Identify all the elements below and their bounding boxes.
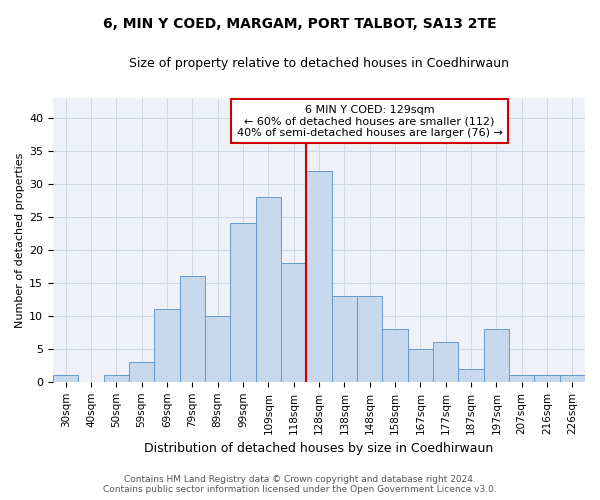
Bar xyxy=(179,276,205,382)
Text: 6 MIN Y COED: 129sqm
← 60% of detached houses are smaller (112)
40% of semi-deta: 6 MIN Y COED: 129sqm ← 60% of detached h… xyxy=(237,104,503,138)
X-axis label: Distribution of detached houses by size in Coedhirwaun: Distribution of detached houses by size … xyxy=(145,442,494,455)
Bar xyxy=(129,362,154,382)
Bar xyxy=(256,197,281,382)
Title: Size of property relative to detached houses in Coedhirwaun: Size of property relative to detached ho… xyxy=(129,58,509,70)
Bar xyxy=(535,375,560,382)
Bar xyxy=(484,329,509,382)
Bar xyxy=(53,375,79,382)
Text: Contains public sector information licensed under the Open Government Licence v3: Contains public sector information licen… xyxy=(103,485,497,494)
Bar xyxy=(307,170,332,382)
Bar xyxy=(560,375,585,382)
Bar xyxy=(382,329,407,382)
Bar xyxy=(154,309,179,382)
Bar xyxy=(104,375,129,382)
Bar xyxy=(205,316,230,382)
Text: Contains HM Land Registry data © Crown copyright and database right 2024.: Contains HM Land Registry data © Crown c… xyxy=(124,475,476,484)
Text: 6, MIN Y COED, MARGAM, PORT TALBOT, SA13 2TE: 6, MIN Y COED, MARGAM, PORT TALBOT, SA13… xyxy=(103,18,497,32)
Bar xyxy=(230,224,256,382)
Bar xyxy=(407,349,433,382)
Y-axis label: Number of detached properties: Number of detached properties xyxy=(15,152,25,328)
Bar xyxy=(433,342,458,382)
Bar xyxy=(357,296,382,382)
Bar xyxy=(281,263,307,382)
Bar xyxy=(458,368,484,382)
Bar xyxy=(332,296,357,382)
Bar xyxy=(509,375,535,382)
